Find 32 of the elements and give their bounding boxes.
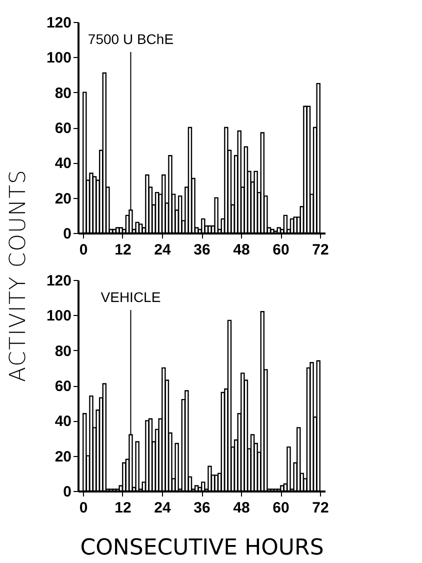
y-axis-title: ACTIVITY COUNTS [6,168,31,382]
y-tick-label: 80 [54,342,72,360]
y-tick-label: 20 [54,448,72,466]
y-tick-label: 60 [54,378,72,395]
x-tick-label: 72 [312,242,329,258]
y-tick-label: 40 [54,155,72,172]
x-tick-label: 24 [154,242,172,258]
y-tick-label: 120 [46,272,72,290]
x-tick-label: 36 [194,500,210,516]
y-tick-label: 20 [54,190,72,208]
y-tick-label: 120 [46,14,72,32]
annotation: 7500 U BChE [88,31,174,47]
y-tick-label: 80 [54,84,72,102]
y-tick-label: 0 [63,484,72,500]
y-tick-label: 100 [46,308,72,325]
x-tick-label: 36 [194,242,210,258]
annotation: VEHICLE [100,289,161,305]
x-tick-label: 60 [272,500,290,516]
x-tick-label: 12 [114,242,132,258]
x-tick-label: 48 [233,500,250,516]
x-tick-label: 60 [272,242,290,258]
y-tick-label: 100 [46,50,72,67]
y-tick-label: 0 [63,226,72,242]
x-tick-label: 72 [312,500,329,516]
y-tick-label: 60 [54,120,72,137]
y-tick-label: 40 [54,413,72,430]
x-tick-label: 0 [79,242,88,258]
x-tick-label: 24 [154,500,172,516]
x-tick-label: 0 [79,500,88,516]
x-tick-label: 12 [114,500,132,516]
x-axis-title: CONSECUTIVE HOURS [80,536,324,560]
x-tick-label: 48 [233,242,250,258]
